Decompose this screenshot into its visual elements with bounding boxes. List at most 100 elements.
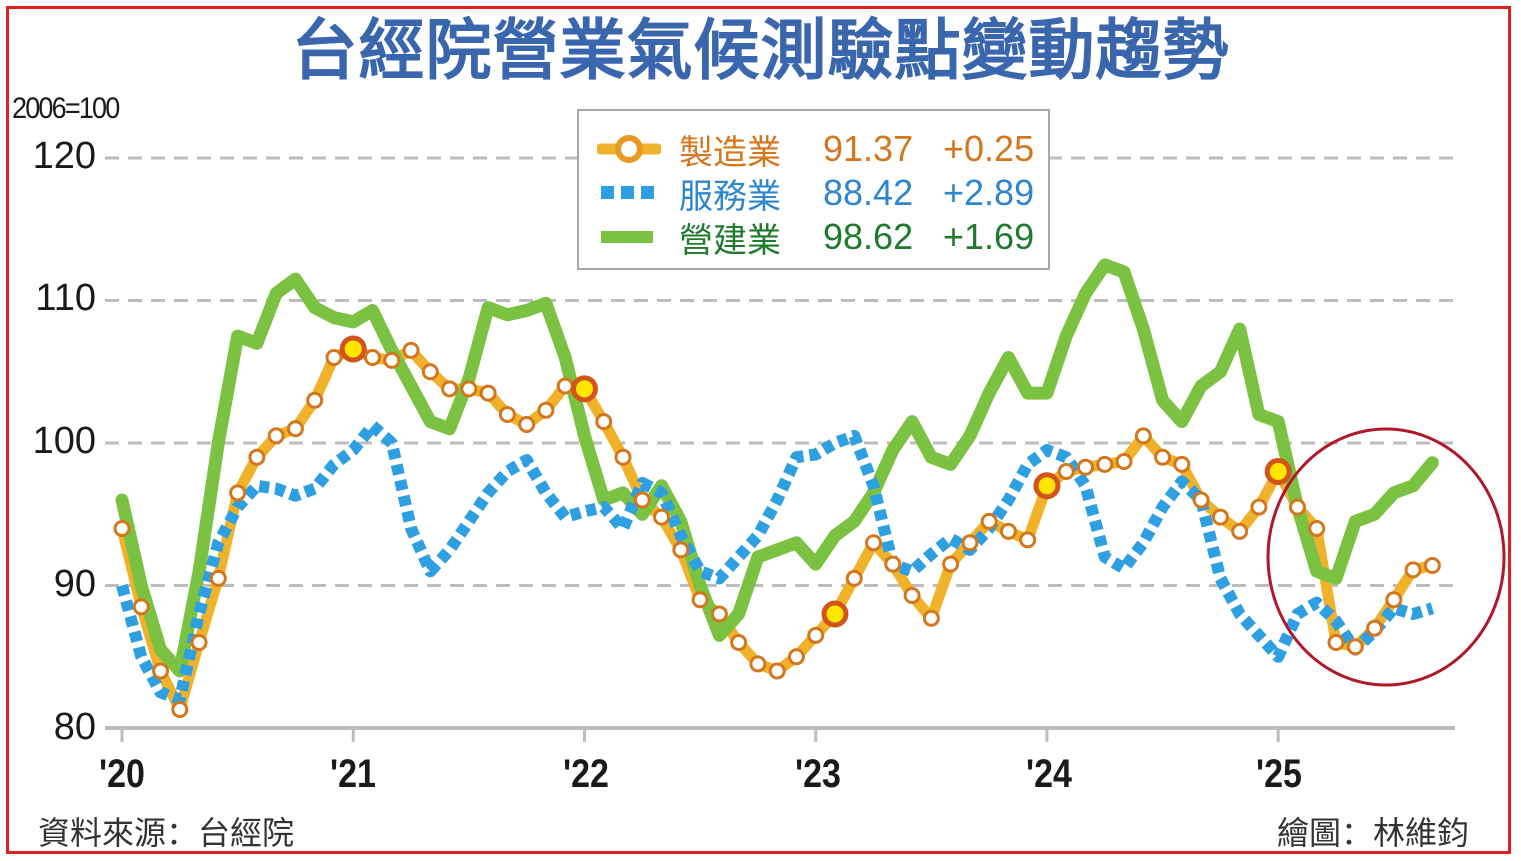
data-marker (190, 634, 208, 651)
data-marker (1327, 634, 1345, 651)
data-marker (518, 415, 536, 433)
data-marker (209, 569, 227, 587)
data-marker (1385, 591, 1403, 609)
data-marker (171, 700, 189, 718)
data-marker (595, 413, 613, 431)
data-marker (132, 598, 150, 616)
base-year-note: 2006=100 (12, 92, 120, 125)
data-marker (961, 534, 979, 552)
data-marker (306, 391, 324, 409)
data-marker (672, 541, 690, 559)
x-tick-2025: '25 (1256, 752, 1302, 796)
data-marker (787, 648, 805, 666)
highlight-marker (1033, 472, 1061, 500)
data-marker (710, 605, 728, 623)
data-marker (248, 448, 266, 466)
data-source: 資料來源：台經院 (38, 814, 295, 852)
data-marker (152, 662, 170, 680)
data-marker (1019, 531, 1037, 549)
y-tick-90: 90 (53, 563, 96, 605)
services-line (116, 419, 1435, 706)
dotted-line-icon (601, 186, 654, 199)
data-marker (633, 491, 651, 509)
data-marker (383, 351, 401, 369)
data-marker (845, 569, 863, 587)
highlight-marker (570, 375, 598, 403)
data-marker (364, 349, 382, 366)
legend-value: 91.37 (823, 128, 914, 169)
data-marker (865, 534, 883, 552)
ring-marker-icon (597, 135, 661, 163)
legend-item-manufacturing: 製造業 91.37 +0.25 (579, 127, 1048, 173)
construction-line (115, 258, 1439, 678)
legend-item-construction: 營建業 98.62 +1.69 (579, 215, 1048, 261)
data-marker (113, 520, 131, 537)
chart-title: 台經院營業氣候測驗點變動趨勢 (291, 12, 1230, 89)
data-marker (1154, 448, 1172, 466)
data-marker (807, 626, 825, 644)
chart-legend: 製造業 91.37 +0.25 服務業 88.42 +2.89 營建業 98.6… (577, 109, 1050, 270)
data-marker (884, 555, 902, 573)
data-marker (980, 512, 998, 530)
data-marker (556, 377, 574, 395)
legend-value: 88.42 (823, 172, 914, 213)
data-marker (1288, 498, 1306, 516)
data-marker (614, 448, 632, 466)
data-marker (1308, 520, 1326, 537)
y-tick-120: 120 (32, 135, 96, 177)
legend-change: +2.89 (943, 172, 1035, 213)
legend-value: 98.62 (823, 216, 914, 257)
x-tick-2022: '22 (563, 752, 609, 796)
data-marker (1404, 561, 1422, 579)
data-marker (1173, 455, 1191, 473)
data-marker (498, 406, 516, 423)
data-marker (1366, 619, 1384, 637)
y-tick-100: 100 (32, 420, 96, 462)
data-marker (229, 484, 247, 502)
x-tick-2024: '24 (1026, 752, 1072, 796)
data-marker (441, 380, 459, 398)
data-marker (922, 609, 940, 627)
data-marker (1211, 508, 1229, 526)
data-marker (1096, 455, 1114, 473)
highlight-marker (339, 335, 367, 363)
legend-label: 服務業 (679, 176, 781, 217)
y-tick-110: 110 (35, 277, 96, 319)
data-marker (730, 634, 748, 651)
data-marker (537, 401, 555, 419)
data-marker (691, 591, 709, 609)
legend-item-services: 服務業 88.42 +2.89 (579, 171, 1048, 217)
data-marker (768, 662, 786, 680)
y-tick-80: 80 (53, 706, 96, 748)
legend-change: +1.69 (943, 216, 1035, 257)
legend-label: 營建業 (679, 220, 781, 261)
data-marker (325, 349, 343, 366)
data-marker (402, 341, 420, 359)
data-marker (653, 508, 671, 526)
data-marker (1077, 458, 1094, 476)
data-marker (999, 522, 1017, 540)
highlight-circle-annotation (1266, 427, 1506, 687)
data-marker (1423, 557, 1441, 575)
legend-change: +0.25 (943, 128, 1035, 169)
data-marker (749, 655, 767, 673)
data-marker (267, 427, 285, 445)
data-marker (1346, 638, 1364, 656)
data-marker (903, 586, 921, 604)
graphic-credit: 繪圖：林維鈞 (1276, 814, 1469, 852)
x-tick-2023: '23 (795, 752, 841, 796)
data-marker (460, 380, 478, 398)
data-marker (1192, 491, 1210, 509)
data-marker (286, 420, 304, 438)
data-marker (1115, 453, 1133, 471)
x-tick-2020: '20 (99, 752, 145, 796)
solid-line-icon (601, 231, 653, 243)
data-marker (1134, 427, 1152, 445)
data-marker (479, 384, 497, 402)
legend-label: 製造業 (679, 132, 781, 173)
data-marker (421, 363, 439, 381)
highlight-marker (1264, 458, 1292, 485)
data-marker (1057, 463, 1075, 480)
highlight-marker (821, 600, 849, 628)
x-tick-2021: '21 (330, 752, 376, 796)
